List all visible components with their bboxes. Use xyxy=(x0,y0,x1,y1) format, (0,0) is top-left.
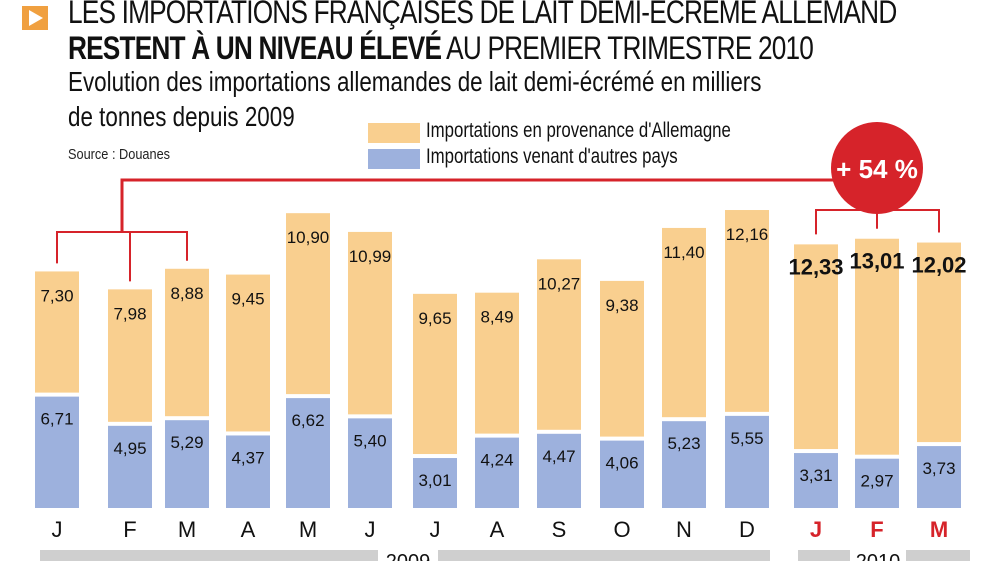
bar-others-3 xyxy=(226,435,270,508)
label-germany-1: 7,98 xyxy=(113,304,146,323)
bar-germany-5 xyxy=(348,231,392,415)
chart-title-line2: RESTENT À UN NIVEAU ÉLEVÉ AU PREMIER TRI… xyxy=(68,30,814,67)
label-germany-3: 9,45 xyxy=(231,290,264,309)
label-germany-10: 11,40 xyxy=(663,243,704,262)
chart-title-line1: LES IMPORTATIONS FRANÇAISES DE LAIT DEMI… xyxy=(68,0,897,30)
month-label-2: M xyxy=(178,517,196,542)
bar-germany-4 xyxy=(286,213,330,395)
year-gap-2010 xyxy=(850,547,906,561)
label-germany-9: 9,38 xyxy=(605,296,638,315)
bar-germany-6 xyxy=(413,293,457,455)
title-bold: RESTENT À UN NIVEAU ÉLEVÉ xyxy=(68,30,442,66)
legend-label-germany: Importations en provenance d'Allemagne xyxy=(426,119,731,142)
label-germany-8: 10,27 xyxy=(538,274,581,293)
bar-germany-11 xyxy=(725,210,769,412)
month-label-14: M xyxy=(930,517,948,542)
bar-others-6 xyxy=(413,458,457,508)
bar-others-0 xyxy=(35,396,79,508)
growth-badge-label: + 54 % xyxy=(836,154,918,184)
label-others-8: 4,47 xyxy=(542,447,575,466)
label-others-6: 3,01 xyxy=(418,471,451,490)
bar-others-9 xyxy=(600,440,644,508)
title-arrow-icon xyxy=(22,6,48,30)
label-others-14: 3,73 xyxy=(922,459,955,478)
bar-germany-7 xyxy=(475,292,519,434)
label-germany-7: 8,49 xyxy=(480,308,513,327)
subtitle-line1: Evolution des importations allemandes de… xyxy=(68,66,762,97)
label-others-5: 5,40 xyxy=(353,431,386,450)
bar-germany-0 xyxy=(35,271,79,393)
bar-others-11 xyxy=(725,415,769,508)
month-label-12: J xyxy=(810,517,822,542)
bar-others-5 xyxy=(348,418,392,508)
bar-germany-10 xyxy=(662,227,706,418)
label-germany-5: 10,99 xyxy=(349,247,392,266)
year-label-2009: 2009 xyxy=(386,551,431,561)
label-germany-2: 8,88 xyxy=(170,284,203,303)
label-others-12: 3,31 xyxy=(799,466,832,485)
month-label-6: J xyxy=(430,517,441,542)
label-others-7: 4,24 xyxy=(480,451,513,470)
month-label-1: F xyxy=(123,517,136,542)
bracket-q1-2009 xyxy=(56,231,188,264)
growth-badge xyxy=(831,122,923,214)
bar-germany-3 xyxy=(226,274,270,432)
label-others-9: 4,06 xyxy=(605,454,638,473)
month-label-13: F xyxy=(870,517,883,542)
label-germany-12: 12,33 xyxy=(788,254,843,279)
month-label-3: A xyxy=(241,517,256,542)
bar-germany-14 xyxy=(917,242,961,443)
bar-germany-9 xyxy=(600,280,644,437)
year-label-2010: 2010 xyxy=(856,551,901,561)
year-gap-2009 xyxy=(378,547,438,561)
source-note: Source : Douanes xyxy=(68,146,171,163)
bar-others-14 xyxy=(917,446,961,508)
bar-germany-13 xyxy=(855,238,899,455)
legend-label-others: Importations venant d'autres pays xyxy=(426,145,678,168)
bar-germany-8 xyxy=(537,259,581,430)
bar-others-1 xyxy=(108,425,152,508)
month-label-10: N xyxy=(676,517,692,542)
bar-others-12 xyxy=(794,453,838,508)
label-others-1: 4,95 xyxy=(113,439,146,458)
title-rest: AU PREMIER TRIMESTRE 2010 xyxy=(441,30,814,66)
label-others-11: 5,55 xyxy=(730,429,763,448)
subtitle-line2: de tonnes depuis 2009 xyxy=(68,101,295,132)
month-label-9: O xyxy=(613,517,630,542)
label-germany-14: 12,02 xyxy=(911,253,966,278)
bar-germany-12 xyxy=(794,244,838,450)
month-label-5: J xyxy=(365,517,376,542)
label-others-2: 5,29 xyxy=(170,433,203,452)
legend-swatch-germany xyxy=(368,123,420,143)
bar-others-7 xyxy=(475,437,519,508)
month-label-0: J xyxy=(52,517,63,542)
month-label-4: M xyxy=(299,517,317,542)
bar-others-8 xyxy=(537,433,581,508)
label-germany-6: 9,65 xyxy=(418,309,451,328)
label-germany-4: 10,90 xyxy=(287,228,330,247)
label-germany-0: 7,30 xyxy=(40,286,73,305)
bar-others-2 xyxy=(165,420,209,508)
bar-others-4 xyxy=(286,398,330,508)
label-others-13: 2,97 xyxy=(860,472,893,491)
bar-germany-2 xyxy=(165,268,209,417)
month-label-7: A xyxy=(490,517,505,542)
month-label-11: D xyxy=(739,517,755,542)
bar-germany-1 xyxy=(108,289,152,422)
label-germany-11: 12,16 xyxy=(726,225,769,244)
label-others-3: 4,37 xyxy=(231,448,264,467)
month-label-8: S xyxy=(552,517,567,542)
label-germany-13: 13,01 xyxy=(849,249,904,274)
label-others-0: 6,71 xyxy=(40,410,73,429)
legend-swatch-others xyxy=(368,149,420,169)
bar-others-13 xyxy=(855,458,899,508)
label-others-4: 6,62 xyxy=(291,411,324,430)
bar-others-10 xyxy=(662,421,706,508)
label-others-10: 5,23 xyxy=(667,434,700,453)
